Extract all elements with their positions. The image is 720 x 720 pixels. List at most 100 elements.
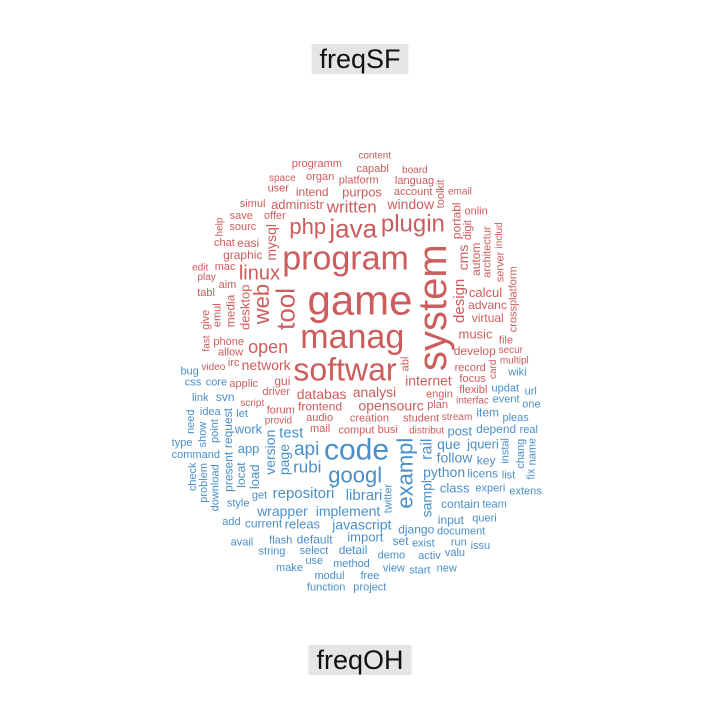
- word-licens: licens: [467, 467, 498, 481]
- word-softwar: softwar: [293, 352, 396, 388]
- word-interfac: interfac: [456, 395, 489, 406]
- word-manag: manag: [300, 318, 404, 356]
- word-intend: intend: [296, 185, 329, 199]
- word-forum: forum: [267, 405, 295, 417]
- word-load: load: [247, 465, 262, 490]
- word-follow: follow: [437, 450, 474, 466]
- word-link: link: [192, 392, 209, 404]
- word-work: work: [234, 421, 263, 436]
- word-java: java: [328, 214, 377, 244]
- word-pleas: pleas: [502, 412, 529, 424]
- word-idea: idea: [200, 406, 222, 418]
- word-page: page: [276, 444, 292, 475]
- word-test: test: [279, 425, 304, 442]
- word-django: django: [398, 522, 434, 536]
- word-virtual: virtual: [472, 311, 504, 325]
- word-post: post: [447, 423, 472, 438]
- word-exist: exist: [412, 537, 435, 549]
- word-updat: updat: [491, 382, 519, 394]
- word-bug: bug: [180, 366, 198, 378]
- word-written: written: [326, 197, 377, 216]
- word-string: string: [259, 546, 286, 558]
- word-flexibl: flexibl: [459, 384, 487, 396]
- word-list: list: [502, 469, 515, 481]
- word-audio: audio: [306, 412, 333, 424]
- word-cms: cms: [455, 245, 471, 271]
- word-run: run: [451, 536, 467, 548]
- word-easi: easi: [237, 236, 259, 250]
- word-make: make: [276, 562, 303, 574]
- word-download: download: [209, 464, 221, 511]
- word-user: user: [268, 183, 290, 195]
- word-offer: offer: [264, 210, 286, 222]
- word-toolkit: toolkit: [435, 180, 447, 209]
- word-need: need: [185, 409, 197, 433]
- word-databas: databas: [297, 386, 347, 402]
- word-chang: chang: [515, 439, 527, 469]
- word-develop: develop: [454, 344, 496, 358]
- word-twitter: twitter: [383, 484, 395, 514]
- word-current: current: [245, 517, 283, 531]
- word-get: get: [252, 489, 267, 501]
- word-document: document: [437, 526, 485, 538]
- group-label-freqsf: freqSF: [311, 44, 409, 74]
- word-flash: flash: [269, 535, 292, 547]
- word-portabl: portabl: [450, 202, 464, 239]
- word-new: new: [437, 562, 457, 574]
- word-sourc: sourc: [229, 221, 256, 233]
- word-jqueri: jqueri: [466, 436, 499, 451]
- word-mysql: mysql: [263, 224, 279, 261]
- word-chat: chat: [214, 237, 235, 249]
- word-locat: locat: [234, 462, 248, 488]
- word-allow: allow: [218, 346, 243, 358]
- word-open: open: [248, 337, 288, 357]
- word-game: game: [307, 277, 412, 324]
- word-web: web: [249, 284, 274, 325]
- word-team: team: [482, 499, 506, 511]
- word-problem: problem: [198, 463, 210, 503]
- word-capabl: capabl: [356, 163, 388, 175]
- word-svn: svn: [216, 390, 235, 404]
- word-select: select: [300, 545, 329, 557]
- word-core: core: [206, 376, 227, 388]
- word-input: input: [438, 513, 465, 527]
- word-email: email: [448, 186, 472, 197]
- word-check: check: [187, 462, 199, 491]
- word-implement: implement: [316, 503, 381, 519]
- word-window: window: [386, 196, 435, 212]
- word-demo: demo: [378, 549, 406, 561]
- word-key: key: [477, 454, 496, 468]
- word-applic: applic: [229, 378, 258, 390]
- word-secur: secur: [499, 345, 524, 356]
- word-experi: experi: [475, 483, 505, 495]
- word-add: add: [222, 516, 240, 528]
- word-plugin: plugin: [381, 211, 445, 238]
- word-class: class: [440, 480, 470, 495]
- word-video: video: [201, 362, 225, 373]
- group-label-freqoh: freqOH: [308, 645, 412, 675]
- word-mac: mac: [215, 261, 236, 273]
- word-use: use: [305, 555, 323, 567]
- word-irc: irc: [228, 357, 240, 369]
- word-name: name: [526, 438, 538, 466]
- word-mail: mail: [310, 423, 330, 435]
- word-comput: comput: [338, 425, 374, 437]
- word-multipl: multipl: [500, 356, 529, 367]
- word-event: event: [493, 394, 520, 406]
- word-fast: fast: [202, 335, 213, 351]
- word-librari: librari: [346, 487, 383, 504]
- word-function: function: [307, 581, 346, 593]
- word-architectur: architectur: [481, 226, 493, 278]
- word-network: network: [242, 357, 292, 373]
- word-contain: contain: [441, 497, 480, 511]
- word-driver: driver: [263, 386, 291, 398]
- word-platform: platform: [339, 174, 379, 186]
- word-help: help: [215, 217, 226, 236]
- word-save: save: [230, 210, 253, 222]
- word-method: method: [333, 558, 370, 570]
- word-emul: emul: [212, 303, 224, 327]
- word-engin: engin: [426, 388, 453, 400]
- word-releas: releas: [285, 516, 321, 531]
- word-googl: googl: [328, 463, 382, 488]
